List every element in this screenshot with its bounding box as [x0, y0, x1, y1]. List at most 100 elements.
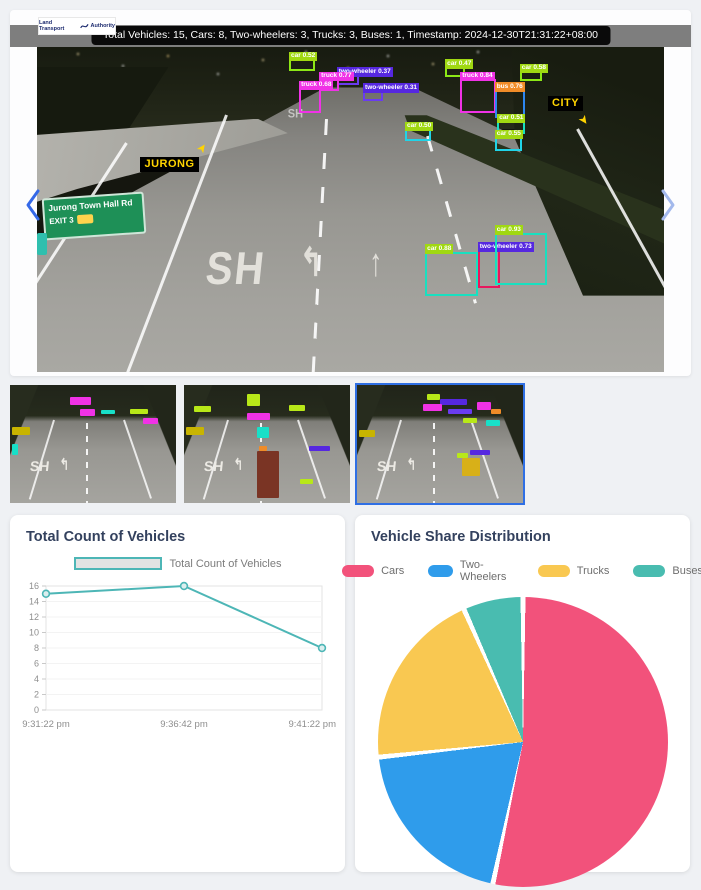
logo-text-left: Land Transport: [39, 20, 65, 32]
thumbnail-lane-marking: [86, 422, 89, 503]
thumbnail-sh-marking: SH: [29, 458, 51, 475]
svg-text:9:36:42 pm: 9:36:42 pm: [160, 719, 208, 730]
svg-text:6: 6: [34, 659, 39, 669]
detection-box: car 0.88: [425, 244, 479, 296]
total-count-chart-card: Total Count of Vehicles Total Count of V…: [10, 515, 345, 872]
detection-label: two-wheeler 0.31: [363, 83, 420, 93]
thumbnail-detection-marker: [257, 451, 279, 499]
thumbnail-frame-2[interactable]: SH ↰: [184, 385, 350, 503]
svg-text:9:31:22 pm: 9:31:22 pm: [22, 719, 70, 730]
legend-label: Cars: [381, 565, 405, 577]
thumbnail-detection-marker: [300, 479, 314, 485]
vehicle-share-chart-card: Vehicle Share Distribution Cars Two-Wheel…: [342, 515, 701, 887]
total-count-line-chart: 0 2 4 6 8 10 12 14 16 9:31:22 pm 9:36:42 pm 9:41:22…: [22, 581, 336, 730]
thumbnail-detection-marker: [426, 394, 440, 401]
detection-label: car 0.55: [494, 129, 523, 140]
vehicle-summary-bar: Total Vehicles: 15, Cars: 8, Two-wheeler…: [90, 26, 611, 45]
thumbnail-detection-marker: [129, 408, 148, 415]
thumbnail-detection-marker: [247, 413, 271, 421]
jurong-town-hall-road-sign: Jurong Town Hall Rd EXIT 3: [41, 191, 147, 241]
pie-chart-title: Vehicle Share Distribution: [371, 529, 551, 545]
detection-label: car 0.47: [445, 59, 474, 69]
pie-chart-legend: Cars Two-Wheelers Trucks Buses: [342, 559, 701, 583]
line-chart-title: Total Count of Vehicles: [26, 529, 186, 545]
detection-label: car 0.58: [519, 63, 548, 74]
thumbnail-detection-marker: [448, 408, 472, 415]
detection-label: car 0.50: [405, 121, 434, 132]
detection-box: truck 0.84: [460, 71, 496, 114]
pie-legend-item-buses[interactable]: Buses: [633, 559, 701, 583]
vehicle-share-pie-chart: [377, 597, 668, 887]
thumbnail-detection-marker: [11, 444, 19, 455]
detection-label: truck 0.68: [299, 80, 334, 91]
thumbnail-lane-arrow: ↰: [233, 456, 244, 474]
svg-text:2: 2: [34, 690, 39, 700]
legend-swatch: [633, 565, 666, 577]
thumbnail-detection-marker: [358, 429, 376, 437]
detection-label: truck 0.77: [319, 71, 354, 82]
detection-box: car 0.93: [494, 225, 547, 285]
lane-arrow-straight: ↑: [369, 239, 383, 285]
detection-box: truck 0.68: [299, 80, 334, 114]
thumbnail-detection-marker: [258, 446, 267, 452]
legend-label: Trucks: [576, 565, 610, 577]
thumbnail-detection-marker: [463, 418, 477, 423]
detection-label: truck 0.84: [460, 71, 495, 82]
carousel-next-button[interactable]: [653, 186, 683, 226]
thumbnail-detection-marker: [440, 399, 467, 406]
thumbnail-detection-marker: [461, 458, 480, 476]
thumbnail-frame-1[interactable]: SH ↰: [10, 385, 176, 503]
svg-text:4: 4: [34, 674, 39, 684]
detection-label: car 0.93: [494, 225, 523, 235]
detection-box: two-wheeler 0.73: [477, 242, 534, 288]
thumbnail-scene: [10, 385, 176, 503]
thumbnail-detection-marker: [101, 409, 115, 415]
svg-text:9:41:22 pm: 9:41:22 pm: [288, 719, 336, 730]
thumbnail-frame-3[interactable]: SH ↰: [355, 383, 525, 505]
detection-box: car 0.55: [494, 129, 523, 151]
thumbnail-detection-marker: [486, 420, 500, 427]
thumbnail-detection-marker: [288, 405, 306, 411]
detection-box: car 0.50: [405, 121, 434, 142]
lta-swoosh-icon: [80, 23, 89, 28]
chevron-right-icon: [661, 189, 675, 220]
thumbnail-detection-marker: [469, 449, 490, 455]
thumbnail-lane-arrow: ↰: [406, 456, 417, 474]
lta-logo: Land Transport Authority: [38, 17, 116, 35]
detection-label: car 0.88: [425, 244, 454, 254]
line-legend-label: Total Count of Vehicles: [169, 557, 282, 570]
road-sign-exit-text: EXIT 3: [49, 215, 75, 227]
detection-label: bus 0.76: [494, 82, 525, 92]
thumbnail-detection-marker: [185, 427, 204, 435]
legend-label: Two-Wheelers: [459, 559, 507, 583]
thumbnail-detection-marker: [247, 394, 261, 407]
legend-swatch: [342, 565, 375, 577]
logo-text-right: Authority: [90, 23, 115, 29]
pie-legend-item-trucks[interactable]: Trucks: [537, 559, 610, 583]
pie-legend-item-two-wheelers[interactable]: Two-Wheelers: [428, 559, 513, 583]
thumbnail-detection-marker: [69, 396, 92, 406]
chevron-left-icon: [26, 189, 40, 220]
thumbnail-sh-marking: SH: [376, 458, 398, 475]
jurong-direction-label: JURONG: [140, 156, 199, 172]
thumbnail-detection-marker: [11, 427, 30, 435]
detection-box: car 0.58: [519, 63, 548, 82]
city-direction-label: CITY: [548, 96, 584, 112]
detection-box: two-wheeler 0.31: [363, 83, 420, 101]
svg-text:14: 14: [29, 597, 39, 607]
pie-legend-item-cars[interactable]: Cars: [342, 559, 404, 583]
detection-label: two-wheeler 0.37: [336, 67, 393, 77]
camera-frame: SH SH ↰ ↑ JURONG ➤ CITY ➤ Jurong Town Ha…: [37, 25, 664, 372]
svg-text:16: 16: [29, 581, 39, 591]
detection-overlay: car 0.52 two-wheeler 0.37 truck 0.77 truck …: [37, 25, 664, 372]
line-chart-legend-item[interactable]: Total Count of Vehicles: [10, 557, 345, 570]
road-sign-distance-chip: [77, 214, 95, 225]
svg-text:12: 12: [29, 612, 39, 622]
camera-viewer-card: Land Transport Authority Total Vehicles:…: [10, 10, 691, 376]
thumbnail-detection-marker: [476, 401, 492, 410]
road-sign-text: Jurong Town Hall Rd: [48, 197, 134, 214]
thumbnail-strip: SH ↰ SH ↰ SH ↰: [10, 383, 691, 505]
thumbnail-sh-marking: SH: [203, 458, 225, 475]
carousel-prev-button[interactable]: [18, 186, 48, 226]
thumbnail-detection-marker: [491, 408, 502, 415]
